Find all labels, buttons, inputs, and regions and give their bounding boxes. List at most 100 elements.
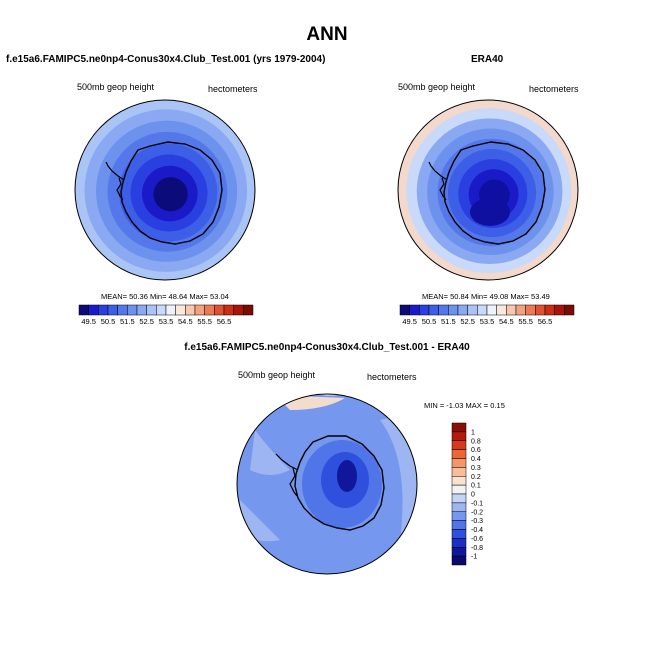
colorbar-tick-label: 50.5 — [101, 317, 116, 326]
colorbar-tick-label: 55.5 — [518, 317, 533, 326]
colorbar-swatch — [409, 304, 420, 316]
colorbar-swatch — [451, 484, 467, 495]
colorbar-swatch — [451, 520, 467, 530]
colorbar-swatch — [451, 422, 467, 433]
diff-peninsula-coastline — [275, 453, 299, 497]
diff-map-border — [236, 393, 418, 575]
contour-band — [153, 177, 188, 212]
colorbar-tick-label: 52.5 — [460, 317, 475, 326]
colorbar-swatch — [117, 304, 128, 316]
colorbar-swatch — [78, 304, 89, 316]
model-field-label: 500mb geop height — [77, 82, 155, 92]
colorbar-swatch — [544, 304, 555, 316]
colorbar-swatch — [165, 304, 176, 316]
colorbar-tick-label: 51.5 — [120, 317, 135, 326]
colorbar-tick-label: 49.5 — [81, 317, 96, 326]
colorbar-swatch — [438, 304, 449, 316]
main-title: ANN — [306, 24, 348, 45]
obs-field-label: 500mb geop height — [398, 82, 476, 92]
colorbar-swatch — [146, 304, 157, 316]
contour-band — [250, 430, 290, 475]
colorbar-swatch — [214, 304, 225, 316]
colorbar-swatch — [451, 458, 467, 468]
colorbar-swatch — [451, 555, 467, 566]
colorbar-swatch — [554, 304, 565, 316]
colorbar-swatch — [451, 511, 467, 521]
model-antarctica-coastline — [120, 141, 223, 245]
colorbar-tick-label: 54.5 — [178, 317, 193, 326]
colorbar-swatch — [451, 493, 467, 504]
obs-map-border — [397, 99, 579, 281]
obs-antarctica-coastline — [443, 141, 546, 245]
colorbar-swatch — [107, 304, 118, 316]
diff-panel-title: f.e15a6.FAMIPC5.ne0np4-Conus30x4.Club_Te… — [184, 342, 470, 353]
colorbar-swatch — [127, 304, 138, 316]
colorbar-swatch — [451, 440, 467, 450]
colorbar-swatch — [223, 304, 234, 316]
colorbar-swatch — [451, 529, 467, 539]
colorbar-swatch — [451, 467, 467, 477]
colorbar-tick-label: 56.5 — [538, 317, 553, 326]
colorbar-swatch — [156, 304, 167, 316]
colorbar-swatch — [194, 304, 205, 316]
colorbar-swatch — [457, 304, 468, 316]
colorbar-tick-label: 52.5 — [139, 317, 154, 326]
colorbar-swatch — [233, 304, 244, 316]
colorbar-swatch — [467, 304, 478, 316]
model-map-border — [74, 99, 256, 281]
colorbar-swatch — [486, 304, 497, 316]
colorbar-swatch — [496, 304, 507, 316]
colorbar-tick-label: -1 — [471, 554, 477, 561]
model-units-label: hectometers — [208, 84, 258, 94]
colorbar-swatch — [515, 304, 526, 316]
model-panel-title: f.e15a6.FAMIPC5.ne0np4-Conus30x4.Club_Te… — [6, 54, 326, 65]
colorbar-tick-label: -0.1 — [471, 500, 483, 507]
diff-colorbar: 1 0.8 0.6 0.4 0.3 0.2 0.1 0-0.1 -0.2 -0.3 -0.4 -0.6… — [451, 422, 483, 566]
obs-panel-title: ERA40 — [471, 54, 504, 65]
colorbar-swatch — [451, 431, 467, 441]
colorbar-tick-label: 56.5 — [217, 317, 232, 326]
colorbar-swatch — [564, 304, 575, 316]
colorbar-swatch — [98, 304, 109, 316]
diff-units-label: hectometers — [367, 372, 417, 382]
model-colorbar: 49.5 50.5 51.5 52.5 53.5 54.5 55.5 56.5 — [78, 304, 254, 326]
colorbar-swatch — [451, 547, 467, 557]
colorbar-tick-label: 49.5 — [402, 317, 417, 326]
colorbar-tick-label: -0.4 — [471, 527, 483, 534]
diff-antarctica-coastline — [294, 435, 385, 531]
colorbar-swatch — [451, 502, 467, 512]
colorbar-tick-label: 0.3 — [471, 465, 481, 472]
colorbar-swatch — [448, 304, 459, 316]
colorbar-tick-label: -0.6 — [471, 536, 483, 543]
colorbar-swatch — [451, 476, 467, 486]
colorbar-tick-label: 0.4 — [471, 456, 481, 463]
colorbar-swatch — [525, 304, 536, 316]
colorbar-swatch — [451, 449, 467, 459]
colorbar-tick-label: 0 — [471, 492, 475, 499]
colorbar-tick-label: 50.5 — [422, 317, 437, 326]
colorbar-tick-label: -0.2 — [471, 509, 483, 516]
colorbar-swatch — [477, 304, 488, 316]
contour-band — [337, 460, 357, 492]
colorbar-swatch — [506, 304, 517, 316]
colorbar-tick-label: 55.5 — [197, 317, 212, 326]
colorbar-tick-label: -0.8 — [471, 545, 483, 552]
colorbar-swatch — [428, 304, 439, 316]
colorbar-swatch — [419, 304, 430, 316]
colorbar-swatch — [88, 304, 99, 316]
obs-units-label: hectometers — [529, 84, 579, 94]
colorbar-tick-label: 0.2 — [471, 474, 481, 481]
colorbar-tick-label: 1 — [471, 429, 475, 436]
model-peninsula-coastline — [105, 161, 125, 201]
colorbar-swatch — [399, 304, 410, 316]
colorbar-tick-label: -0.3 — [471, 518, 483, 525]
colorbar-tick-label: 53.5 — [159, 317, 174, 326]
obs-colorbar: 49.5 50.5 51.5 52.5 53.5 54.5 55.5 56.5 — [399, 304, 575, 326]
colorbar-tick-label: 0.8 — [471, 438, 481, 445]
colorbar-tick-label: 51.5 — [441, 317, 456, 326]
colorbar-swatch — [535, 304, 546, 316]
colorbar-swatch — [243, 304, 254, 316]
colorbar-tick-label: 0.6 — [471, 447, 481, 454]
